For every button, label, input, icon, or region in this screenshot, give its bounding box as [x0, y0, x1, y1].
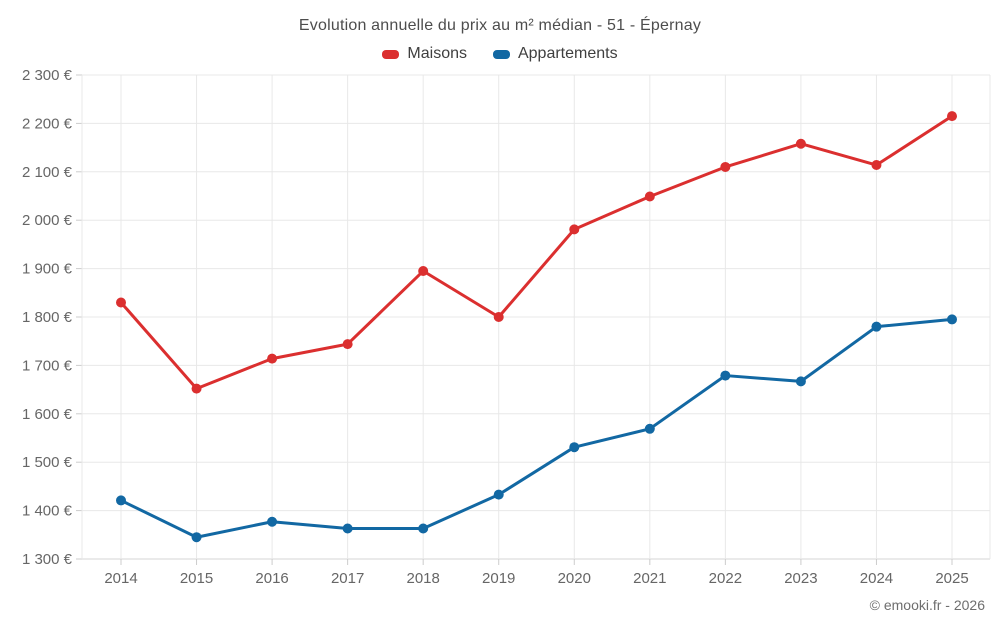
data-point-appartements-2022 — [720, 370, 731, 381]
y-axis-label: 2 300 € — [22, 67, 73, 84]
data-point-maisons-2022 — [720, 161, 731, 172]
data-point-maisons-2017 — [342, 339, 353, 350]
y-axis-label: 1 700 € — [22, 357, 73, 374]
x-axis-label: 2015 — [180, 570, 213, 587]
y-axis-label: 1 500 € — [22, 454, 73, 471]
legend: Maisons Appartements — [0, 45, 1000, 63]
x-axis-label: 2022 — [709, 570, 742, 587]
data-point-maisons-2018 — [418, 266, 429, 277]
chart-title: Evolution annuelle du prix au m² médian … — [298, 17, 702, 34]
data-point-appartements-2016 — [267, 516, 278, 527]
data-point-maisons-2015 — [191, 383, 202, 394]
data-point-maisons-2016 — [267, 353, 278, 364]
series-line-appartements — [119, 317, 954, 539]
data-point-maisons-2025 — [947, 111, 957, 122]
x-axis-label: 2016 — [255, 570, 288, 587]
x-axis-label: 2018 — [406, 570, 439, 587]
data-point-appartements-2018 — [418, 523, 429, 534]
data-point-appartements-2020 — [569, 442, 580, 453]
x-axis-label: 2020 — [558, 570, 591, 587]
y-axis-label: 2 100 € — [22, 164, 73, 181]
copyright: © emooki.fr - 2026 — [869, 597, 985, 613]
data-point-appartements-2025 — [947, 314, 957, 325]
legend-label-maisons: Maisons — [407, 45, 467, 62]
data-point-maisons-2014 — [116, 297, 126, 308]
data-point-appartements-2023 — [795, 376, 806, 387]
x-axis-label: 2017 — [331, 570, 364, 587]
legend-item-appartements[interactable]: Appartements — [492, 45, 618, 63]
maisons-series-swatch — [382, 49, 400, 59]
data-point-maisons-2023 — [795, 138, 806, 149]
data-point-appartements-2014 — [116, 495, 126, 506]
appartements-series-swatch — [492, 49, 510, 59]
x-axis-label: 2025 — [935, 570, 968, 587]
data-point-appartements-2015 — [191, 532, 202, 543]
y-axis-label: 1 800 € — [22, 309, 73, 326]
data-point-maisons-2024 — [871, 160, 882, 171]
data-point-appartements-2021 — [644, 423, 655, 434]
y-axis-label: 2 200 € — [22, 115, 73, 132]
data-point-appartements-2017 — [342, 523, 353, 534]
x-axis-label: 2019 — [482, 570, 515, 587]
legend-item-maisons[interactable]: Maisons — [382, 45, 467, 63]
data-point-maisons-2020 — [569, 224, 580, 235]
data-point-maisons-2021 — [644, 191, 655, 202]
y-axis-label: 1 900 € — [22, 261, 73, 278]
data-point-appartements-2024 — [871, 321, 882, 332]
y-axis-label: 1 600 € — [22, 406, 73, 423]
y-axis-label: 2 000 € — [22, 212, 73, 229]
x-axis-label: 2024 — [860, 570, 893, 587]
data-point-maisons-2019 — [493, 312, 504, 322]
legend-label-appartements: Appartements — [517, 45, 618, 62]
x-axis-label: 2014 — [104, 570, 137, 587]
data-point-appartements-2019 — [493, 489, 504, 500]
x-axis-label: 2023 — [784, 570, 817, 587]
y-axis-label: 1 400 € — [22, 503, 73, 520]
y-axis-label: 1 300 € — [22, 551, 73, 568]
x-axis-label: 2021 — [633, 570, 666, 587]
series-line-maisons — [119, 114, 954, 391]
